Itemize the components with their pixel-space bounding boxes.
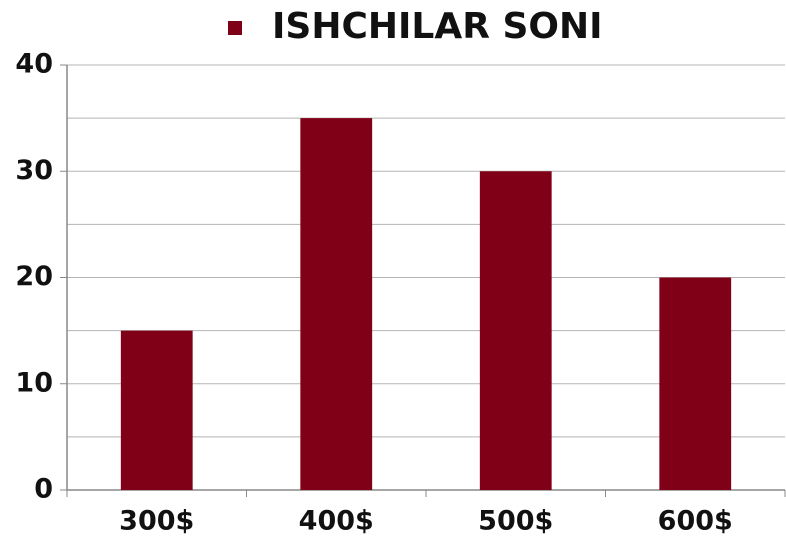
x-tick-label: 300$ <box>119 506 194 537</box>
x-tick-label: 500$ <box>478 506 553 537</box>
y-tick-label: 30 <box>15 155 53 186</box>
bar <box>479 171 552 490</box>
y-tick-label: 40 <box>15 49 53 80</box>
legend-label: ISHCHILAR SONI <box>272 6 603 47</box>
legend-swatch <box>228 21 242 35</box>
x-tick-label: 400$ <box>299 506 374 537</box>
y-tick-label: 10 <box>15 367 53 398</box>
bar <box>659 277 732 490</box>
y-tick-label: 20 <box>15 261 53 292</box>
y-tick-label: 0 <box>34 474 53 505</box>
bar <box>300 118 373 490</box>
x-tick-label: 600$ <box>658 506 733 537</box>
bar <box>120 330 193 490</box>
